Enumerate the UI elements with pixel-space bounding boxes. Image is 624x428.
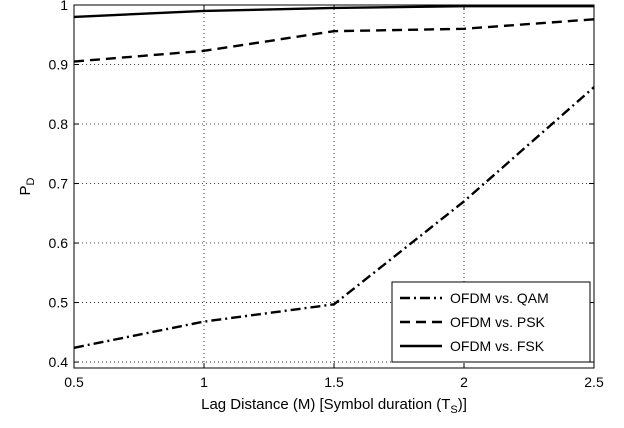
y-tick-label: 0.8 — [49, 116, 69, 132]
legend: OFDM vs. QAM OFDM vs. PSK OFDM vs. FSK — [391, 281, 591, 363]
ticks: 0.5 1 1.5 2 2.5 0.4 0.5 0.6 0.7 0.8 0.9 1 — [49, 0, 604, 390]
y-tick-label: 0.6 — [49, 235, 69, 251]
y-tick-label: 0.5 — [49, 295, 69, 311]
series-line-ofdm-vs-psk — [73, 18, 595, 63]
x-axis-label: Lag Distance (M) [Symbol duration (TS)] — [201, 396, 467, 416]
x-tick-label: 0.5 — [64, 374, 84, 390]
x-tick-label: 1 — [200, 374, 208, 390]
x-tick-label: 1.5 — [324, 374, 344, 390]
x-tick-label: 2 — [460, 374, 468, 390]
legend-label: OFDM vs. PSK — [450, 314, 546, 330]
legend-label: OFDM vs. QAM — [450, 290, 549, 306]
y-tick-label: 0.9 — [49, 57, 69, 73]
y-axis-label: PD — [17, 177, 37, 195]
x-tick-label: 2.5 — [584, 374, 604, 390]
y-tick-label: 1 — [60, 0, 68, 13]
legend-label: OFDM vs. FSK — [450, 338, 545, 354]
series-line-ofdm-vs-qam — [73, 86, 595, 349]
y-tick-label: 0.7 — [49, 176, 69, 192]
y-tick-label: 0.4 — [49, 354, 69, 370]
